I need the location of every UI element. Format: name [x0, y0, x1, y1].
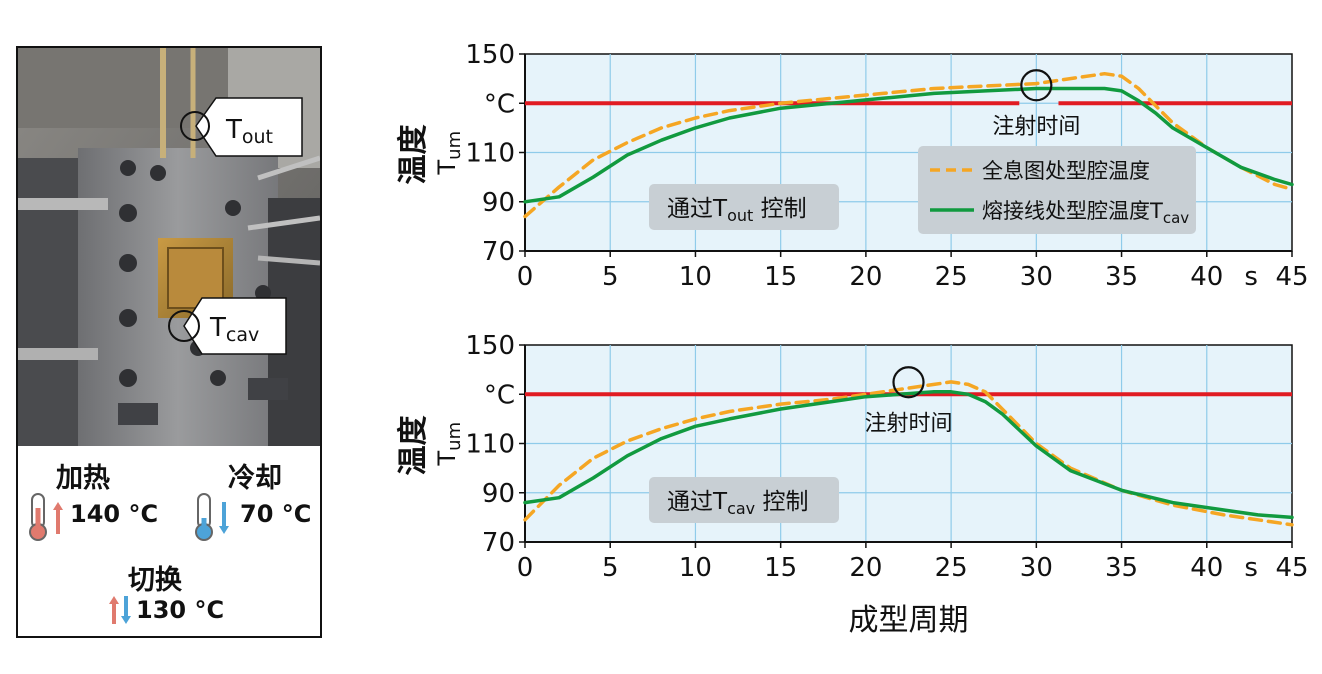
x-tick-label: 10: [679, 262, 712, 292]
thermometer-hot-icon: [29, 493, 63, 541]
y-axis-label: 温度 Tum: [396, 125, 465, 185]
injection-time-label: 注射时间: [992, 114, 1080, 139]
x-unit-label: s: [1244, 553, 1258, 583]
y-tick-label: 70: [482, 528, 515, 558]
x-tick-label: 45: [1275, 553, 1308, 583]
switch-temp: 130 °C: [136, 596, 225, 624]
charts-area: 70 90 110 150 °C 0 5 10 15 20 25 30 35 40 45 s 温度 Tum 注射时间…: [350, 30, 1322, 670]
thermometer-cold-icon: [195, 493, 229, 541]
y-axis-label-main: 温度: [396, 125, 431, 185]
legend-entry-label: 全息图处型腔温度: [982, 159, 1150, 183]
tcav-callout-label: Tcav: [209, 313, 259, 346]
x-tick-label: 25: [935, 553, 968, 583]
heat-temp: 140 °C: [70, 500, 159, 528]
chart-2: 70 90 110 150 °C 0 5 10 15 20 25 30 35 40 45 s 温度 Tum 注射时间…: [396, 331, 1309, 638]
legend-box: [918, 146, 1196, 234]
series-line-hologram: [523, 71, 1294, 219]
control-label-box: [649, 184, 839, 230]
x-tick-label: 25: [935, 262, 968, 292]
chart-1: 70 90 110 150 °C 0 5 10 15 20 25 30 35 40 45 s 温度 Tum 注射时间…: [396, 40, 1309, 292]
x-tick-label: 5: [602, 553, 619, 583]
cool-label: 冷却: [228, 463, 282, 494]
x-tick-label: 35: [1105, 262, 1138, 292]
y-tick-label: 150: [465, 40, 515, 70]
switch-label: 切换: [128, 565, 182, 596]
x-tick-label: 0: [517, 262, 534, 292]
control-label-box: [649, 477, 839, 523]
y-tick-label: 110: [465, 139, 515, 169]
x-tick-label: 5: [602, 262, 619, 292]
control-label: 通过Tcav 控制: [667, 489, 808, 518]
temperature-mode-legend: 加热 冷却 140 °C 70 °C 切换 130 °C: [18, 448, 320, 636]
y-axis-label: 温度 Tum: [396, 416, 465, 476]
x-tick-label: 30: [1020, 262, 1053, 292]
x-tick-label: 20: [849, 262, 882, 292]
y-tick-label: 90: [482, 188, 515, 218]
injection-time-marker: [892, 366, 925, 399]
switch-arrows-icon: [109, 596, 131, 624]
x-tick-label: 0: [517, 553, 534, 583]
legend-entry-label: 熔接线处型腔温度Tcav: [982, 199, 1189, 227]
control-label: 通过Tout 控制: [667, 196, 807, 225]
mold-photo-image: Tout Tcav: [18, 48, 320, 446]
x-tick-label: 40: [1190, 553, 1223, 583]
cool-temp: 70 °C: [240, 500, 312, 528]
mold-panel: Tout Tcav 加热 冷却 140 °C 70 °C 切换 130 °C: [16, 46, 322, 638]
y-unit-label: °C: [484, 89, 515, 119]
x-tick-label: 15: [764, 262, 797, 292]
y-axis-label-sub: Tum: [433, 131, 465, 176]
y-tick-label: 90: [482, 479, 515, 509]
x-tick-label: 45: [1275, 262, 1308, 292]
y-axis-label-sub: Tum: [433, 422, 465, 467]
x-tick-label: 15: [764, 553, 797, 583]
heat-label: 加热: [56, 463, 110, 494]
y-tick-label: 150: [465, 331, 515, 361]
series-line-weldline: [523, 86, 1294, 204]
x-tick-label: 10: [679, 553, 712, 583]
x-unit-label: s: [1244, 262, 1258, 292]
x-tick-label: 40: [1190, 262, 1223, 292]
x-tick-label: 20: [849, 553, 882, 583]
y-unit-label: °C: [484, 380, 515, 410]
y-axis-label-main: 温度: [396, 416, 431, 476]
y-tick-label: 110: [465, 430, 515, 460]
injection-time-marker: [1020, 69, 1053, 102]
injection-time-label: 注射时间: [864, 411, 952, 436]
x-tick-label: 30: [1020, 553, 1053, 583]
mold-photo: Tout Tcav: [18, 48, 320, 446]
x-axis-title: 成型周期: [849, 603, 969, 638]
tout-callout-label: Tout: [225, 115, 273, 148]
y-tick-label: 70: [482, 237, 515, 267]
x-tick-label: 35: [1105, 553, 1138, 583]
series-line-weldline: [523, 390, 1294, 520]
